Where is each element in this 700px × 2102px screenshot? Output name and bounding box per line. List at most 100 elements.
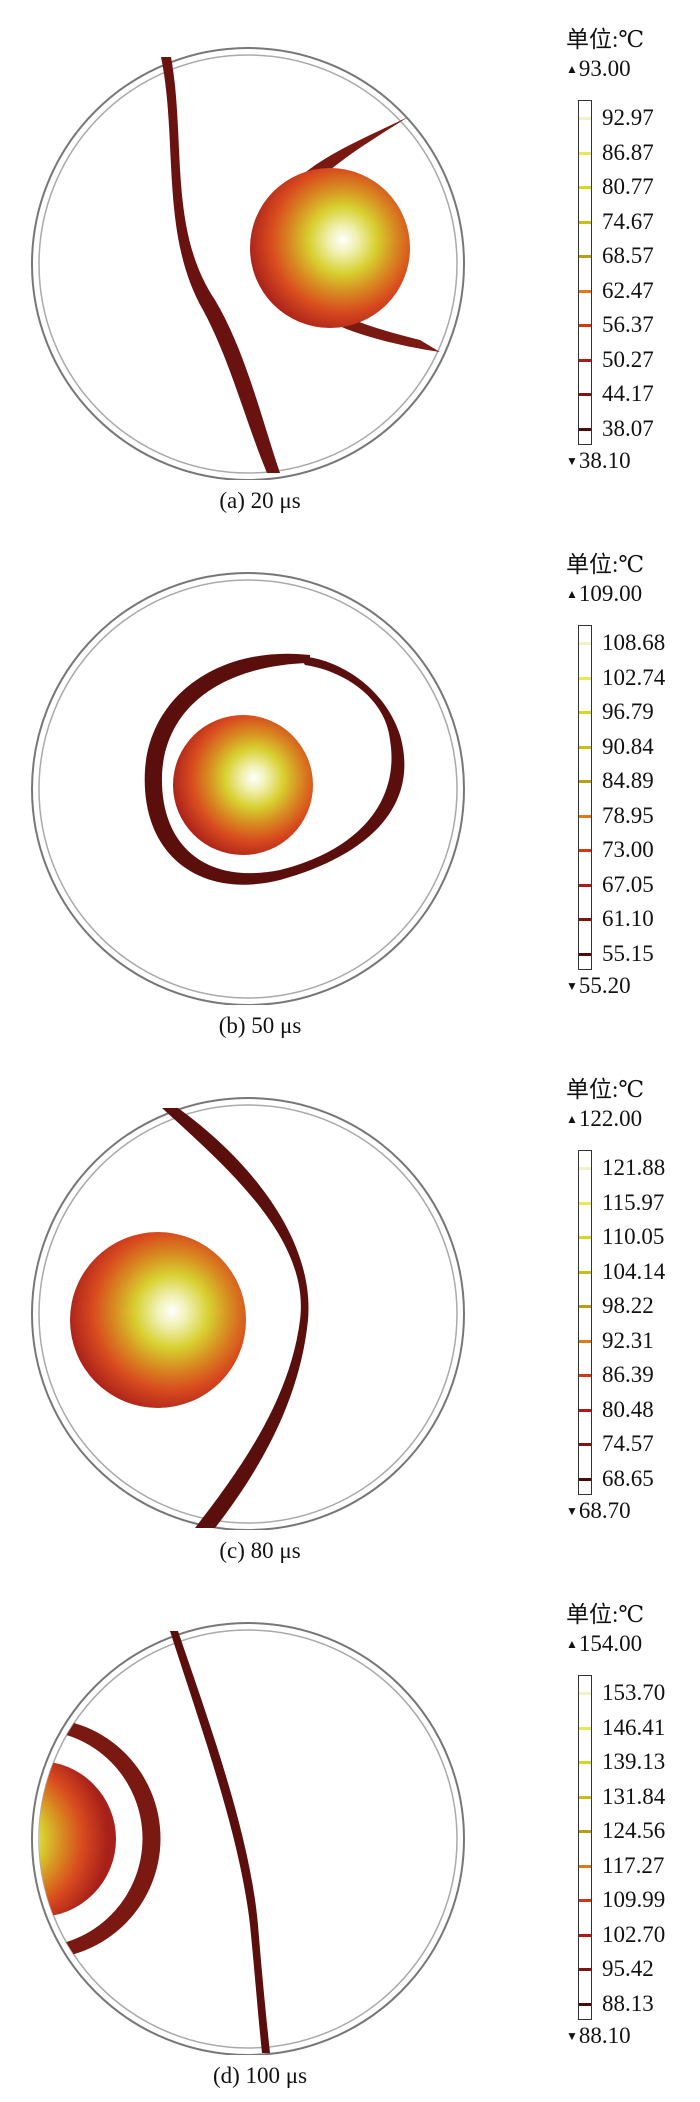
- colorbar-tick: [579, 676, 591, 680]
- colorbar-tick-label: 55.15: [602, 940, 654, 966]
- colorbar-tick-label: 92.31: [602, 1327, 654, 1353]
- triangle-down-icon: ▼: [566, 2029, 578, 2043]
- colorbar-tick: [579, 952, 591, 956]
- triangle-down-icon: ▼: [566, 1504, 578, 1518]
- colorbar-tick: [579, 1477, 591, 1481]
- colorbar-tick-label: 153.70: [602, 1680, 666, 1706]
- colorbar-tick: [579, 780, 591, 784]
- triangle-down-icon: ▼: [566, 979, 578, 993]
- colorbar-tick-label: 115.97: [602, 1189, 665, 1215]
- colorbar-tick: [579, 1830, 591, 1834]
- panel-a: (a) 20 μs 单位:℃ ▲93.00 92.97 86.87 80.77 74.…: [0, 0, 700, 525]
- tube-outer-ring: [31, 572, 465, 1005]
- colorbar-tick: [579, 358, 591, 362]
- colorbar-tick-label: 68.57: [602, 243, 654, 269]
- colorbar-tick: [579, 1236, 591, 1240]
- colorbar-tick-label: 62.47: [602, 277, 654, 303]
- unit-label: 单位:℃: [566, 27, 645, 52]
- colorbar-tick-label: 96.79: [602, 699, 654, 725]
- colorbar-tick-label: 44.17: [602, 381, 654, 407]
- tube-outer-ring: [31, 47, 465, 480]
- colorbar-tick: [579, 393, 591, 397]
- colorbar-tick-label: 74.67: [602, 208, 654, 234]
- colorbar-tick: [579, 1167, 591, 1171]
- isotherm-band: [170, 1631, 270, 2053]
- panel-caption: (c) 80 μs: [219, 1538, 301, 1563]
- colorbar-tick-label: 109.99: [602, 1887, 666, 1913]
- colorbar-tick: [579, 1864, 591, 1868]
- tube-inner-ring: [38, 1104, 458, 1524]
- colorbar-tick-label: 98.22: [602, 1293, 654, 1319]
- colorbar-tick-label: 67.05: [602, 871, 654, 897]
- unit-label: 单位:℃: [566, 552, 645, 577]
- temperature-field-a: [31, 47, 465, 480]
- legend-max: ▲93.00: [566, 56, 631, 81]
- colorbar-tick: [579, 324, 591, 328]
- triangle-up-icon: ▲: [566, 587, 578, 601]
- colorbar-tick-label: 90.84: [602, 733, 654, 759]
- colorbar-tick-label: 56.37: [602, 312, 654, 338]
- temperature-field-b: [31, 572, 465, 1005]
- colorbar-tick: [579, 1408, 591, 1412]
- colorbar-tick: [579, 117, 591, 121]
- colorbar-tick: [579, 642, 591, 646]
- triangle-down-icon: ▼: [566, 454, 578, 468]
- colorbar-tick-label: 80.77: [602, 174, 654, 200]
- panel-b: (b) 50 μs 单位:℃ ▲109.00 108.68 102.74 96.79…: [0, 525, 700, 1050]
- colorbar-tick-label: 61.10: [602, 906, 654, 932]
- colorbar-tick-label: 121.88: [602, 1155, 666, 1181]
- colorbar-tick-label: 146.41: [602, 1714, 666, 1740]
- colorbar-tick-label: 38.07: [602, 415, 654, 441]
- colorbar-tick-label: 131.84: [602, 1783, 666, 1809]
- triangle-up-icon: ▲: [566, 1112, 578, 1126]
- colorbar-tick: [579, 427, 591, 431]
- colorbar-tick: [579, 1374, 591, 1378]
- colorbar-tick-label: 74.57: [602, 1431, 654, 1457]
- colorbar-tick: [579, 151, 591, 155]
- colorbar-tick: [579, 745, 591, 749]
- legend-max: ▲154.00: [566, 1631, 643, 1656]
- legend-min: ▼55.20: [566, 973, 631, 998]
- panel-caption: (b) 50 μs: [218, 1013, 302, 1038]
- colorbar-tick: [579, 1795, 591, 1799]
- colorbar-tick: [579, 1692, 591, 1696]
- colorbar: [578, 1675, 592, 2020]
- colorbar-tick: [579, 186, 591, 190]
- panel-c: (c) 80 μs 单位:℃ ▲122.00 121.88 115.97 110.0…: [0, 1050, 700, 1575]
- isotherm-band: [161, 57, 280, 473]
- colorbar-tick-label: 86.39: [602, 1362, 654, 1388]
- tube-inner-ring: [38, 54, 458, 474]
- colorbar-tick: [579, 1443, 591, 1447]
- colorbar-tick: [579, 849, 591, 853]
- colorbar-tick-label: 88.13: [602, 1990, 654, 2016]
- colorbar-tick-label: 84.89: [602, 768, 654, 794]
- colorbar-tick: [579, 918, 591, 922]
- colorbar-tick: [579, 1305, 591, 1309]
- colorbar-tick-label: 102.74: [602, 664, 666, 690]
- tube-outer-ring: [31, 1097, 465, 1530]
- colorbar-tick: [579, 1726, 591, 1730]
- colorbar-tick-label: 139.13: [602, 1749, 666, 1775]
- colorbar-tick-label: 110.05: [602, 1224, 665, 1250]
- isotherm-band: [162, 1108, 309, 1528]
- colorbar-tick: [579, 883, 591, 887]
- legend-min: ▼88.10: [566, 2023, 631, 2048]
- colorbar-tick-label: 68.65: [602, 1465, 654, 1491]
- hot-spot: [173, 715, 313, 855]
- tube-inner-ring: [38, 579, 458, 999]
- unit-label: 单位:℃: [566, 1602, 645, 1627]
- colorbar-tick: [579, 1201, 591, 1205]
- colorbar-tick-label: 80.48: [602, 1396, 654, 1422]
- colorbar-tick-label: 102.70: [602, 1921, 666, 1947]
- colorbar: [578, 625, 592, 970]
- colorbar: [578, 1150, 592, 1495]
- colorbar-tick-label: 86.87: [602, 139, 654, 165]
- tube-outer-ring: [31, 1622, 465, 2055]
- panel-d: (d) 100 μs 单位:℃ ▲154.00 153.70 146.41 139.…: [0, 1575, 700, 2100]
- colorbar-tick: [579, 289, 591, 293]
- temperature-field-d: [31, 1622, 465, 2055]
- colorbar-tick: [579, 220, 591, 224]
- panel-caption: (a) 20 μs: [219, 488, 301, 513]
- colorbar-tick-label: 108.68: [602, 630, 666, 656]
- colorbar-tick: [579, 1899, 591, 1903]
